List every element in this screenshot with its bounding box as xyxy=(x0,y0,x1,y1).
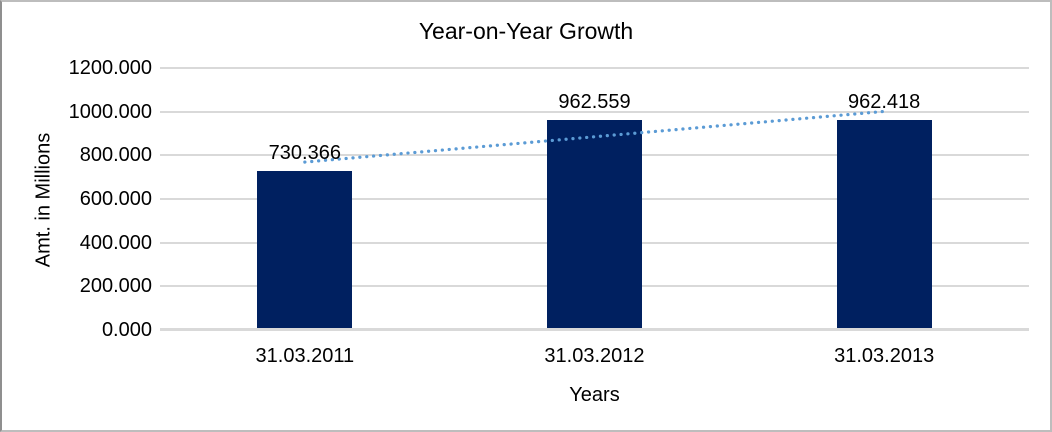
y-tick-label: 800.000 xyxy=(79,144,152,167)
trendline xyxy=(303,109,886,164)
y-tick-label: 0.000 xyxy=(101,319,152,341)
gridline xyxy=(160,110,1029,113)
bar xyxy=(547,119,642,330)
x-tick-label: 31.03.2011 xyxy=(255,345,355,367)
y-tick-label: 400.000 xyxy=(79,231,152,254)
bar xyxy=(836,119,932,330)
y-tick-label: 200.000 xyxy=(79,275,152,298)
chart-title: Year-on-Year Growth xyxy=(418,18,634,44)
plot-area: 730.366 962.559 962.418 xyxy=(160,67,1029,331)
x-axis-title: Years xyxy=(569,384,620,406)
bar-data-label: 730.366 xyxy=(268,141,341,164)
x-tick-label: 31.03.2012 xyxy=(544,345,645,367)
y-tick-label: 600.000 xyxy=(79,188,152,210)
y-tick-label: 1000.000 xyxy=(68,100,152,123)
gridline xyxy=(160,67,1029,69)
trendline-svg xyxy=(303,109,886,164)
bar xyxy=(257,170,353,330)
bar-data-label: 962.559 xyxy=(558,90,631,113)
y-tick-label: 1200.000 xyxy=(68,57,152,79)
x-axis-line xyxy=(160,328,1029,330)
gridline xyxy=(160,329,1029,331)
bar-data-label: 962.418 xyxy=(848,90,921,113)
x-tick-label: 31.03.2013 xyxy=(834,345,935,367)
